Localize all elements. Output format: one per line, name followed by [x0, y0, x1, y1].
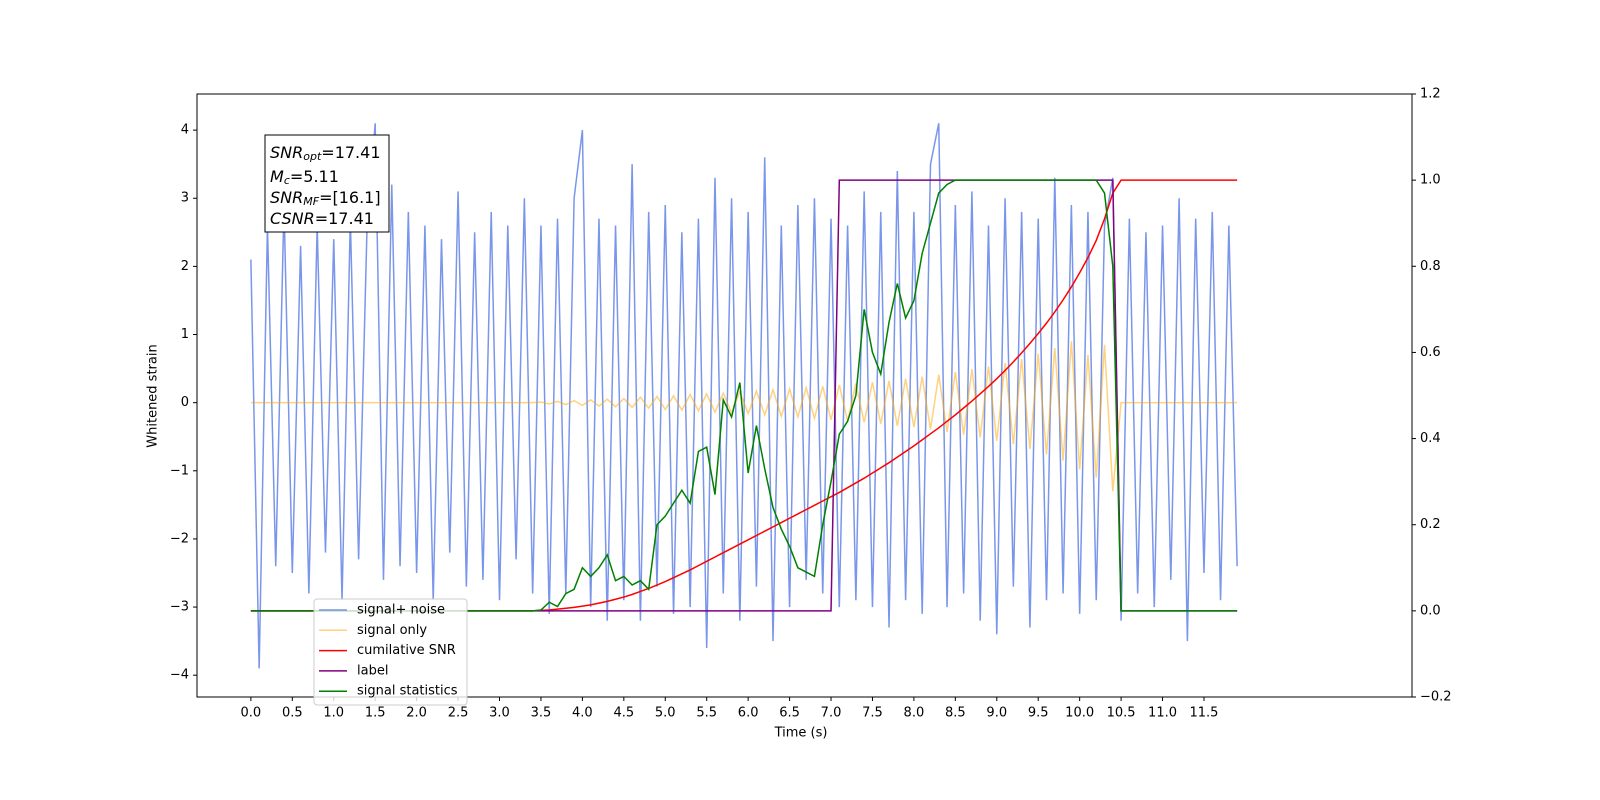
annotation-value: =[16.1]: [319, 188, 381, 207]
legend-label: signal+ noise: [357, 603, 445, 618]
annotation-subscript: MF: [303, 195, 319, 208]
annotation-subscript: opt: [303, 150, 322, 163]
annotation-symbol: CSNR: [270, 209, 315, 228]
x-tick-label: 11.0: [1148, 706, 1177, 721]
y2-tick-label: 0.4: [1420, 431, 1441, 446]
y-tick-label: 1: [181, 327, 189, 342]
x-tick-label: 5.0: [655, 706, 676, 721]
x-tick-label: 7.5: [862, 706, 883, 721]
y-tick-label: −3: [170, 600, 189, 615]
annotation-text: SNRopt=17.41: [270, 143, 381, 164]
legend-label: signal only: [357, 623, 427, 638]
x-tick-label: 5.5: [696, 706, 717, 721]
x-tick-label: 3.0: [489, 706, 510, 721]
x-tick-label: 9.5: [1028, 706, 1049, 721]
x-tick-label: 10.5: [1107, 706, 1136, 721]
y-tick-label: 3: [181, 191, 189, 206]
x-tick-label: 9.0: [986, 706, 1007, 721]
y2-tick-label: 0.0: [1420, 603, 1441, 618]
annotation-value: =5.11: [290, 167, 339, 186]
annotation-text: Mc=5.11: [270, 167, 339, 188]
y-tick-label: 0: [181, 395, 189, 410]
legend-label: cumilative SNR: [357, 643, 456, 658]
x-tick-label: 6.5: [779, 706, 800, 721]
y-tick-label: −4: [170, 668, 189, 683]
legend-frame: [313, 598, 468, 706]
x-axis-label: Time (s): [774, 726, 828, 741]
y-tick-label: −2: [170, 531, 189, 546]
annotation-symbol: SNR: [270, 143, 303, 162]
x-tick-label: 2.0: [406, 706, 427, 721]
x-tick-label: 1.5: [365, 706, 386, 721]
legend-label: signal statistics: [357, 684, 458, 699]
series-line: [250, 123, 1238, 669]
annotation-symbol: SNR: [270, 188, 303, 207]
annotation-box: SNRopt=17.41Mc=5.11SNRMF=[16.1]CSNR=17.4…: [264, 134, 390, 233]
y-axis-label: Whitened strain: [146, 344, 161, 447]
annotation-symbol: M: [270, 167, 284, 186]
y2-tick-label: 1.0: [1420, 173, 1441, 188]
y2-tick-label: 0.2: [1420, 517, 1441, 532]
annotation-text: SNRMF=[16.1]: [270, 188, 381, 209]
x-tick-label: 2.5: [448, 706, 469, 721]
x-tick-label: 8.5: [945, 706, 966, 721]
y-tick-label: 2: [181, 259, 189, 274]
y-tick-label: 4: [181, 123, 189, 138]
x-tick-label: 3.5: [531, 706, 552, 721]
y2-tick-label: 1.2: [1420, 87, 1441, 102]
x-tick-label: 8.0: [904, 706, 925, 721]
y2-tick-label: 0.6: [1420, 345, 1441, 360]
x-tick-label: 7.0: [821, 706, 842, 721]
x-tick-label: 6.0: [738, 706, 759, 721]
annotation-value: =17.41: [321, 143, 380, 162]
x-tick-label: 11.5: [1189, 706, 1218, 721]
annotation-text: CSNR=17.41: [270, 209, 374, 228]
x-tick-label: 4.5: [613, 706, 634, 721]
y2-tick-label: −0.2: [1420, 690, 1452, 705]
annotation-subscript: c: [284, 174, 290, 187]
y2-tick-label: 0.8: [1420, 259, 1441, 274]
legend-label: label: [357, 663, 388, 678]
legend: signal+ noise signal only cumilative SNR la…: [313, 598, 468, 706]
x-tick-label: 4.0: [572, 706, 593, 721]
x-tick-label: 10.0: [1065, 706, 1094, 721]
annotation-value: =17.41: [315, 209, 374, 228]
plot-frame: [196, 93, 1413, 698]
x-tick-label: 0.5: [282, 706, 303, 721]
x-tick-label: 1.0: [323, 706, 344, 721]
series-line: [250, 341, 1238, 492]
y-tick-label: −1: [170, 463, 189, 478]
annotation-frame: [264, 134, 390, 233]
x-tick-label: 0.0: [241, 706, 262, 721]
